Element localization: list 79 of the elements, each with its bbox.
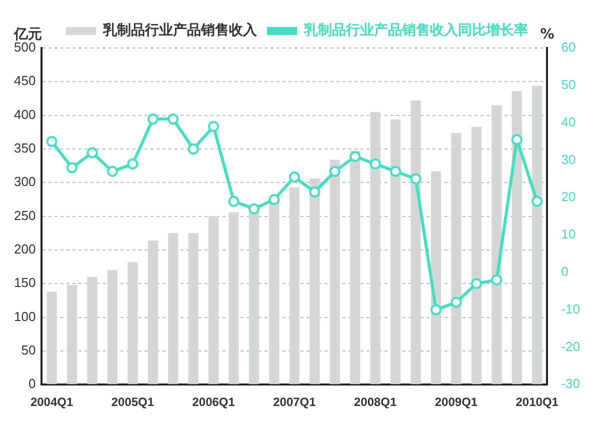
x-tick-label: 2006Q1 — [192, 395, 236, 410]
y2-tick-label: 40 — [561, 114, 576, 130]
y2-tick-label: 0 — [561, 264, 568, 279]
bar — [451, 132, 462, 384]
x-tick-label: 2005Q1 — [111, 395, 154, 410]
bar — [87, 276, 98, 384]
point — [410, 173, 422, 184]
y-tick-label: 250 — [14, 208, 36, 223]
legend-label: 乳制品行业产品销售收入 — [102, 22, 258, 39]
y-tick-label: 150 — [14, 275, 36, 290]
y-tick-label: 200 — [14, 242, 36, 257]
bar — [532, 86, 542, 384]
point — [430, 304, 442, 316]
bar — [512, 91, 522, 384]
y-tick-label: 400 — [14, 106, 36, 122]
point — [46, 136, 58, 147]
y2-tick-label: 60 — [561, 40, 576, 55]
bar — [350, 151, 360, 384]
y-tick-label: 350 — [14, 140, 36, 156]
bar — [370, 112, 380, 384]
point — [390, 166, 402, 177]
point — [532, 196, 543, 207]
point — [168, 114, 179, 125]
y-tick-label: 300 — [14, 174, 36, 190]
bar — [66, 284, 78, 384]
bar — [168, 233, 178, 384]
x-tick-label: 2010Q1 — [516, 395, 559, 410]
point — [470, 278, 482, 290]
y2-tick-label: -20 — [561, 338, 580, 354]
point — [66, 162, 78, 174]
point — [370, 158, 381, 170]
y2-tick-label: 20 — [561, 189, 576, 204]
bar — [228, 212, 239, 384]
bar — [310, 178, 320, 384]
y-tick-label: 100 — [14, 308, 36, 324]
y2-tick-label: 10 — [561, 226, 576, 242]
bar — [46, 292, 57, 384]
x-tick-label: 2007Q1 — [273, 395, 316, 410]
point — [450, 296, 462, 308]
y-tick-label: 0 — [28, 376, 36, 392]
legend-label: 乳制品行业产品销售收入同比增长率 — [303, 22, 528, 39]
bar — [471, 126, 482, 384]
bar — [390, 119, 401, 384]
point — [248, 203, 260, 214]
bar — [430, 171, 442, 384]
x-tick-label: 2004Q1 — [30, 395, 74, 410]
point — [350, 150, 361, 162]
bar — [107, 270, 118, 384]
point — [268, 194, 280, 205]
bar — [410, 100, 421, 384]
bar — [208, 216, 219, 384]
point — [309, 186, 320, 198]
bar — [128, 262, 138, 384]
point — [188, 143, 199, 154]
y2-tick-label: -10 — [561, 301, 580, 316]
y-tick-label: 450 — [14, 73, 36, 88]
x-tick-label: 2009Q1 — [434, 395, 478, 410]
point — [288, 172, 300, 183]
point — [106, 166, 118, 177]
point — [228, 196, 240, 207]
bar — [492, 105, 502, 384]
y2-tick-label: 30 — [561, 152, 576, 167]
bar — [330, 160, 340, 384]
bar — [188, 233, 198, 384]
y-tick-label: 50 — [21, 342, 36, 358]
point — [491, 274, 502, 286]
point — [86, 147, 98, 158]
y2-tick-label: 50 — [561, 76, 576, 92]
y2-axis-title: % — [540, 26, 554, 43]
point — [208, 121, 220, 132]
point — [329, 166, 340, 177]
bar — [289, 187, 300, 384]
point — [147, 114, 158, 125]
y2-tick-label: -30 — [561, 376, 580, 392]
x-tick-label: 2008Q1 — [354, 395, 398, 410]
point — [127, 158, 138, 170]
bar — [148, 240, 158, 384]
point — [511, 134, 522, 146]
bar — [269, 200, 280, 384]
